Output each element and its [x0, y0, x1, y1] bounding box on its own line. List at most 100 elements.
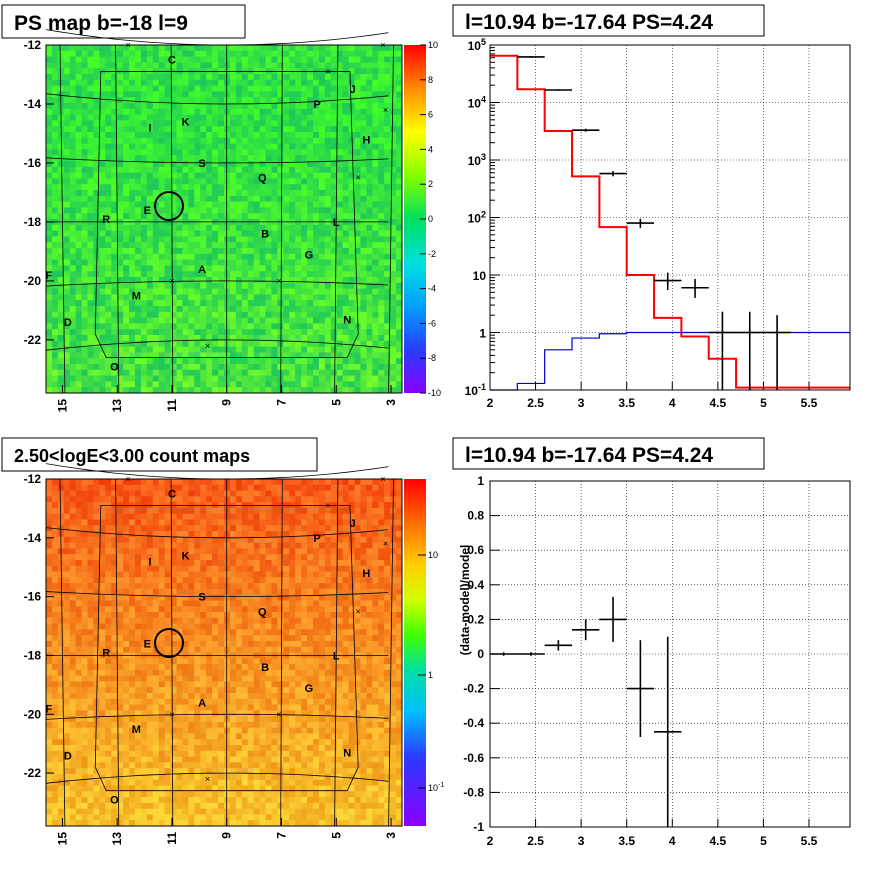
map-cell — [57, 85, 65, 92]
map-cell — [111, 791, 118, 798]
map-cell — [135, 201, 142, 208]
map-cell — [105, 358, 112, 365]
map-cell — [146, 340, 154, 347]
map-cell — [259, 248, 266, 255]
map-cell — [99, 358, 106, 365]
map-cell — [295, 161, 302, 168]
map-cell — [307, 335, 314, 342]
map-cell — [123, 814, 130, 821]
map-cell — [93, 577, 100, 584]
map-cell — [342, 317, 349, 324]
map-cell — [135, 155, 142, 162]
map-cell — [129, 323, 136, 330]
map-cell — [63, 698, 71, 705]
map-cell — [235, 190, 243, 197]
map-cell — [69, 513, 77, 520]
map-cell — [123, 103, 130, 110]
map-cell — [253, 230, 260, 237]
map-cell — [253, 114, 260, 121]
map-cell — [81, 745, 88, 752]
map-cell — [111, 149, 118, 156]
map-cell — [87, 594, 94, 601]
map-cell — [194, 79, 201, 86]
map-cell — [170, 311, 177, 318]
map-cell — [342, 294, 349, 301]
map-cell — [366, 161, 373, 168]
map-cell — [63, 687, 71, 694]
map-cell — [135, 248, 142, 255]
map-cell — [158, 172, 166, 179]
map-cell — [46, 45, 53, 52]
map-cell — [360, 207, 367, 214]
map-cell — [123, 126, 130, 133]
map-cell — [111, 108, 118, 115]
map-cell — [63, 340, 71, 347]
map-cell — [135, 745, 142, 752]
map-cell — [63, 536, 71, 544]
map-cell — [140, 745, 148, 752]
map-cell — [57, 808, 65, 815]
map-cell — [194, 311, 201, 318]
map-cell — [372, 340, 379, 347]
map-cell — [241, 329, 249, 336]
map-cell — [69, 317, 77, 324]
map-cell — [93, 779, 100, 786]
map-cell — [57, 242, 65, 249]
map-cell — [135, 230, 142, 237]
map-cell — [146, 253, 154, 260]
map-cell — [146, 536, 154, 544]
map-cell — [366, 335, 373, 342]
map-cell — [129, 577, 136, 584]
map-cell — [152, 184, 160, 191]
map-cell — [75, 773, 82, 781]
map-cell — [384, 300, 391, 307]
map-cell — [200, 126, 207, 133]
map-cell — [117, 190, 124, 197]
map-cell — [63, 277, 71, 284]
map-cell — [348, 97, 355, 104]
map-cell — [378, 329, 385, 336]
map-cell — [253, 317, 260, 324]
map-cell — [271, 45, 278, 52]
map-cell — [46, 773, 53, 781]
map-cell — [123, 658, 130, 665]
map-cell — [330, 166, 338, 173]
map-cell — [194, 300, 201, 307]
map-cell — [129, 484, 136, 491]
map-cell — [253, 364, 260, 371]
map-cell — [277, 213, 284, 220]
map-cell — [283, 103, 290, 110]
map-cell — [46, 531, 53, 538]
map-cell — [152, 236, 160, 243]
map-cell — [188, 224, 195, 231]
map-cell — [354, 137, 361, 144]
map-cell — [158, 531, 166, 538]
map-cell — [206, 108, 213, 115]
map-cell — [360, 236, 367, 243]
map-cell — [158, 213, 166, 220]
map-cell — [313, 282, 320, 289]
map-cell — [182, 137, 189, 144]
map-cell — [360, 265, 367, 272]
map-cell — [146, 727, 154, 734]
map-cell — [324, 190, 332, 197]
map-cell — [129, 375, 136, 382]
map-cell — [69, 311, 77, 318]
map-cell — [146, 369, 154, 376]
map-cell — [224, 91, 231, 98]
map-cell — [342, 50, 349, 57]
map-cell — [218, 195, 225, 202]
map-cell — [360, 79, 367, 86]
spectrum-series — [490, 54, 850, 391]
map-cell — [390, 381, 397, 388]
map-cell — [152, 358, 160, 365]
map-cell — [105, 739, 112, 746]
map-cell — [384, 288, 391, 295]
map-cell — [265, 248, 272, 255]
map-cell — [117, 230, 124, 237]
map-cell — [46, 484, 53, 491]
map-cell — [253, 62, 260, 69]
map-cell — [372, 190, 379, 197]
map-cell — [87, 490, 94, 497]
map-cell — [354, 259, 361, 266]
